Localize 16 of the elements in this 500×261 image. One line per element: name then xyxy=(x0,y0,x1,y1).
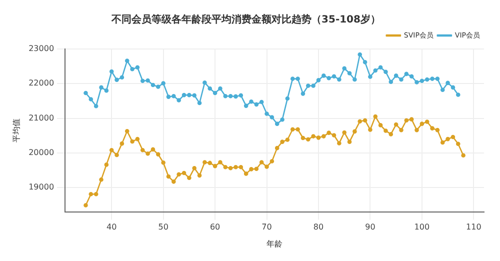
x-tick-label: 80 xyxy=(313,222,324,232)
x-tick-label: 70 xyxy=(262,222,272,232)
y-tick-label: 21000 xyxy=(28,113,54,122)
x-axis-title: 年龄 xyxy=(266,239,283,248)
x-tick-label: 100 xyxy=(414,222,430,232)
y-axis-title: 平均值 xyxy=(12,118,21,142)
x-tick-label: 60 xyxy=(210,222,220,232)
x-tick-label: 40 xyxy=(106,222,117,232)
chart-title: 不同会员等级各年龄段平均消费金额对比趋势（35-108岁） xyxy=(110,14,380,26)
y-tick-label: 23000 xyxy=(28,44,54,54)
x-tick-label: 110 xyxy=(466,222,482,232)
y-tick-label: 19000 xyxy=(28,182,54,192)
x-tick-label: 90 xyxy=(365,222,376,232)
y-tick-label: 22000 xyxy=(28,78,54,88)
x-tick-label: 50 xyxy=(158,222,168,232)
y-tick-label: 20000 xyxy=(28,148,54,157)
